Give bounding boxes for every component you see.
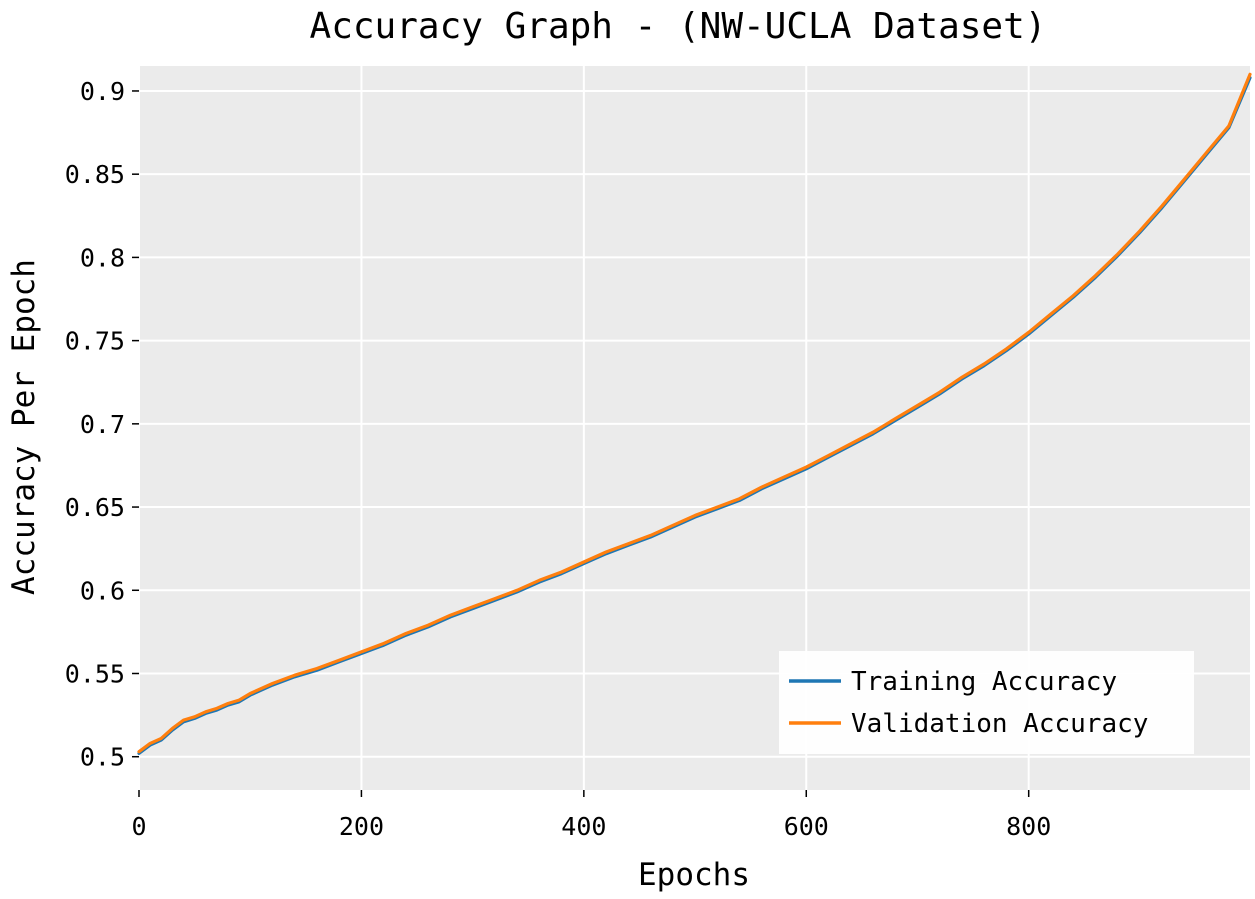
x-tick-label: 0 bbox=[131, 812, 146, 841]
y-tick-label: 0.75 bbox=[65, 327, 125, 356]
x-tick-label: 400 bbox=[561, 812, 606, 841]
x-tick-label: 800 bbox=[1006, 812, 1051, 841]
x-axis-label: Epochs bbox=[638, 857, 750, 893]
series-lines bbox=[137, 72, 1252, 756]
y-tick-label: 0.5 bbox=[80, 743, 125, 772]
y-axis-label: Accuracy Per Epoch bbox=[6, 259, 42, 595]
legend-box bbox=[779, 651, 1194, 754]
x-tick-label: 600 bbox=[784, 812, 829, 841]
y-tick-label: 0.7 bbox=[80, 410, 125, 439]
legend-label: Validation Accuracy bbox=[851, 709, 1148, 739]
series-line-validation bbox=[137, 72, 1252, 754]
tick-labels: 0 200 400 600 800 0.5 0.55 0.6 0.65 0.7 0.75 0.8 0.8… bbox=[65, 77, 1051, 841]
y-tick-label: 0.65 bbox=[65, 493, 125, 522]
chart-title: Accuracy Graph - (NW-UCLA Dataset) bbox=[310, 6, 1047, 47]
grid bbox=[138, 66, 1250, 790]
y-tick-label: 0.6 bbox=[80, 576, 125, 605]
legend: Training Accuracy Validation Accuracy bbox=[779, 651, 1194, 754]
x-tick-label: 200 bbox=[339, 812, 384, 841]
y-tick-label: 0.8 bbox=[80, 243, 125, 272]
y-tick-label: 0.85 bbox=[65, 160, 125, 189]
axes bbox=[132, 90, 1030, 797]
y-tick-label: 0.9 bbox=[80, 77, 125, 106]
legend-label: Training Accuracy bbox=[851, 667, 1117, 697]
y-tick-label: 0.55 bbox=[65, 659, 125, 688]
